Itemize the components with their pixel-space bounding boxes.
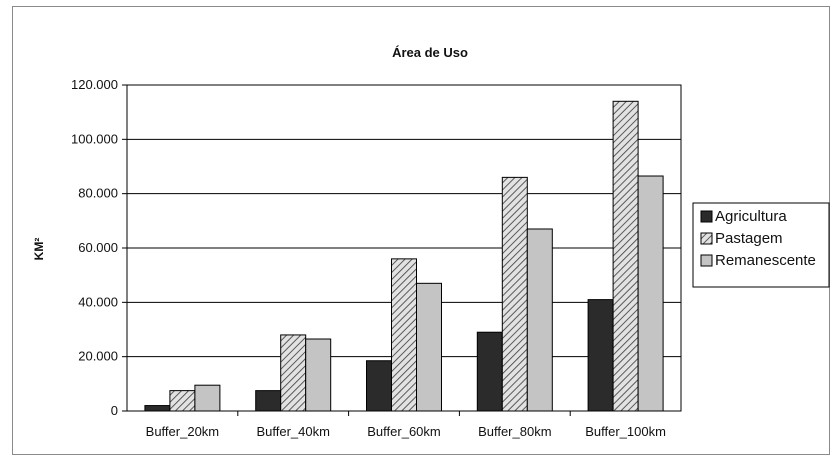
y-axis-label: KM²: [32, 238, 46, 261]
legend-label-agricultura: Agricultura: [715, 208, 787, 225]
bar-agricultura-buffer_40km: [255, 390, 282, 412]
bar-agricultura-buffer_60km: [366, 360, 392, 412]
bar-remanescente-buffer_60km: [416, 282, 442, 412]
bar-remanescente-buffer_40km: [305, 338, 332, 412]
legend-swatch-remanescente: [700, 254, 713, 267]
legend-swatch-pastagem: [700, 232, 713, 245]
x-tick-label: Buffer_100km: [585, 424, 666, 439]
x-tick-labels: Buffer_20km Buffer_40km Buffer_60km Buffer_…: [146, 424, 666, 439]
bar-remanescente-buffer_100km: [637, 175, 664, 412]
y-tick-label: 40.000: [78, 294, 118, 309]
y-tick-label: 120.000: [71, 77, 118, 92]
x-tick-label: Buffer_60km: [367, 424, 440, 439]
chart-frame: Área de Uso 0 20.000 40.000 60.000 80.000 100…: [12, 6, 830, 455]
y-tick-label: 100.000: [71, 131, 118, 146]
y-tick-label: 60.000: [78, 240, 118, 255]
bar-agricultura-buffer_80km: [476, 331, 503, 412]
chart-title: Área de Uso: [392, 45, 468, 60]
bar-remanescente-buffer_20km: [194, 384, 221, 412]
legend-label-remanescente: Remanescente: [715, 252, 816, 269]
legend-box: [692, 202, 830, 288]
y-tick-label: 20.000: [78, 349, 118, 364]
y-tick-label: 80.000: [78, 186, 118, 201]
bar-pastagem-buffer_40km: [280, 334, 307, 412]
bar-pastagem-buffer_80km: [501, 176, 528, 412]
bar-pastagem-buffer_60km: [391, 258, 417, 412]
bar-remanescente-buffer_80km: [526, 228, 553, 412]
bar-agricultura-buffer_20km: [144, 405, 171, 412]
bar-pastagem-buffer_20km: [169, 390, 196, 412]
y-tick-labels: 0 20.000 40.000 60.000 80.000 100.000 120.000: [71, 77, 118, 418]
legend-swatch-agricultura: [700, 210, 713, 223]
x-tick-label: Buffer_80km: [478, 424, 551, 439]
bar-agricultura-buffer_100km: [587, 299, 614, 412]
chart: Área de Uso 0 20.000 40.000 60.000 80.000 100…: [32, 45, 830, 439]
x-tick-label: Buffer_40km: [256, 424, 329, 439]
x-tick-label: Buffer_20km: [146, 424, 219, 439]
y-tick-label: 0: [111, 403, 118, 418]
bars: [144, 100, 664, 412]
bar-pastagem-buffer_100km: [612, 100, 639, 412]
legend: Agricultura Pastagem Remanescente: [692, 202, 830, 288]
legend-label-pastagem: Pastagem: [715, 230, 783, 247]
